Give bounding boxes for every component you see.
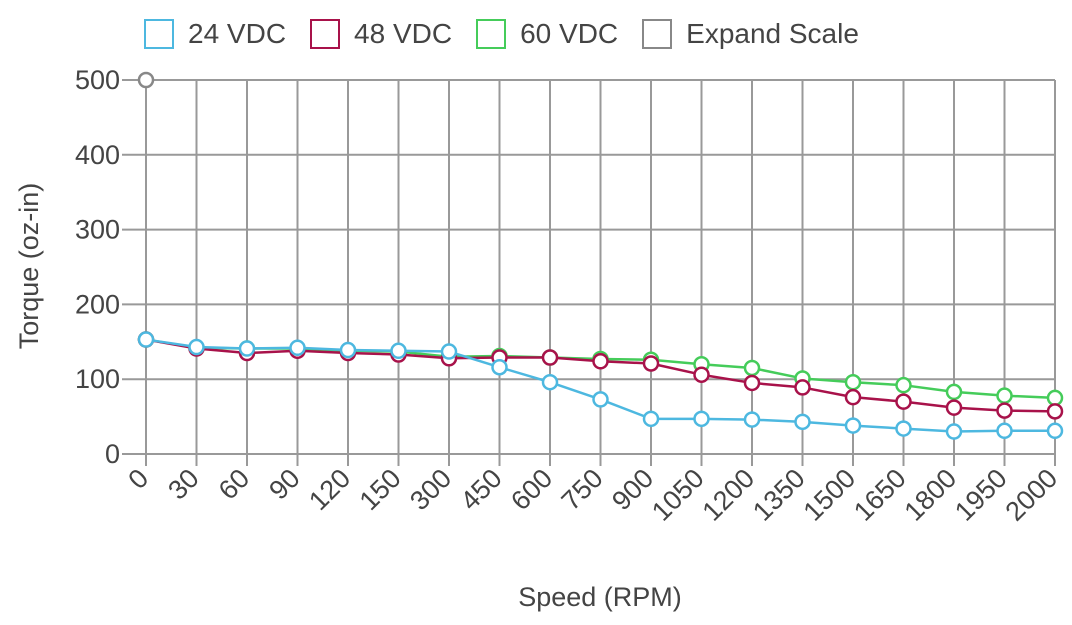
data-point-24-vdc xyxy=(339,341,357,359)
x-tick-label: 1950 xyxy=(949,463,1013,527)
data-point-24-vdc xyxy=(945,423,963,440)
y-axis-label: Torque (oz-in) xyxy=(14,183,44,350)
data-point-60-vdc xyxy=(996,387,1013,404)
x-tick-label: 2000 xyxy=(1000,463,1064,527)
x-tick-label: 600 xyxy=(505,463,558,516)
x-tick-label: 0 xyxy=(122,463,154,495)
data-point-48-vdc xyxy=(592,352,609,370)
data-point-24-vdc xyxy=(592,391,609,408)
data-point-48-vdc xyxy=(895,393,912,410)
series-24-vdc xyxy=(137,331,1064,440)
data-point-24-vdc xyxy=(491,358,508,376)
data-point-24-vdc xyxy=(996,422,1013,440)
x-tick-label: 90 xyxy=(263,463,305,505)
y-tick-label: 500 xyxy=(75,65,120,95)
legend-label-60vdc: 60 VDC xyxy=(520,18,619,49)
data-point-24-vdc xyxy=(743,411,761,428)
data-point-24-vdc xyxy=(895,420,912,437)
data-point-24-vdc xyxy=(440,343,458,360)
x-axis-label: Speed (RPM) xyxy=(518,582,682,612)
data-point-24-vdc xyxy=(137,331,155,348)
legend-label-48vdc: 48 VDC xyxy=(354,18,453,49)
data-point-60-vdc xyxy=(743,359,761,377)
x-tick-label: 450 xyxy=(455,463,508,516)
data-point-24-vdc xyxy=(794,413,811,431)
x-tick-label: 1500 xyxy=(798,463,862,527)
x-tick-label: 750 xyxy=(556,463,609,516)
data-point-24-vdc xyxy=(238,340,256,357)
legend-item-60vdc[interactable]: 60 VDC xyxy=(476,18,618,50)
data-point-60-vdc xyxy=(945,383,963,401)
legend-swatch-60vdc[interactable] xyxy=(476,19,507,49)
x-tick-label: 120 xyxy=(303,463,356,516)
legend-swatch-48vdc[interactable] xyxy=(310,19,341,49)
data-point-48-vdc xyxy=(945,399,963,416)
legend-item-expand-scale[interactable]: Expand Scale xyxy=(642,18,859,50)
legend: 24 VDC 48 VDC 60 VDC Expand Scale xyxy=(144,18,883,50)
x-tick-label: 1800 xyxy=(899,463,963,527)
data-point-24-vdc xyxy=(390,342,407,360)
data-point-60-vdc xyxy=(895,376,912,394)
legend-swatch-24vdc[interactable] xyxy=(144,19,174,49)
legend-swatch-expand-scale[interactable] xyxy=(642,19,673,49)
series-layer xyxy=(137,71,1064,440)
data-point-48-vdc xyxy=(541,349,559,366)
x-tick-label: 1650 xyxy=(848,463,912,527)
y-tick-label: 300 xyxy=(75,215,120,245)
legend-label-expand-scale: Expand Scale xyxy=(686,18,859,49)
x-tick-label: 300 xyxy=(404,463,457,516)
x-tick-label: 1350 xyxy=(747,463,811,527)
x-tick-label: 1200 xyxy=(697,463,761,527)
x-tick-label: 1050 xyxy=(646,463,710,527)
data-point-expand-scale xyxy=(137,71,155,89)
legend-item-48vdc[interactable]: 48 VDC xyxy=(310,18,452,50)
data-point-24-vdc xyxy=(1046,422,1064,440)
data-point-48-vdc xyxy=(693,366,710,383)
data-point-24-vdc xyxy=(693,410,710,428)
legend-label-24vdc: 24 VDC xyxy=(188,18,287,49)
data-point-48-vdc xyxy=(794,379,811,396)
y-tick-label: 100 xyxy=(75,364,120,394)
data-point-24-vdc xyxy=(541,373,559,391)
x-tick-label: 60 xyxy=(213,463,255,505)
data-point-48-vdc xyxy=(743,374,761,392)
legend-item-24vdc[interactable]: 24 VDC xyxy=(144,18,286,50)
data-point-24-vdc xyxy=(844,417,862,434)
data-point-48-vdc xyxy=(642,355,660,372)
data-point-48-vdc xyxy=(844,388,862,406)
y-tick-label: 0 xyxy=(105,439,120,469)
data-point-48-vdc xyxy=(1046,403,1064,420)
data-point-48-vdc xyxy=(996,402,1013,419)
data-point-24-vdc xyxy=(188,338,205,356)
x-tick-label: 150 xyxy=(354,463,407,516)
data-point-24-vdc xyxy=(289,339,306,357)
data-point-60-vdc xyxy=(844,373,862,391)
y-tick-label: 400 xyxy=(75,140,120,170)
data-point-24-vdc xyxy=(642,410,660,428)
y-tick-label: 200 xyxy=(75,289,120,319)
data-point-60-vdc xyxy=(1046,389,1064,407)
x-tick-label: 30 xyxy=(162,463,204,505)
series-expand-scale xyxy=(137,71,155,89)
